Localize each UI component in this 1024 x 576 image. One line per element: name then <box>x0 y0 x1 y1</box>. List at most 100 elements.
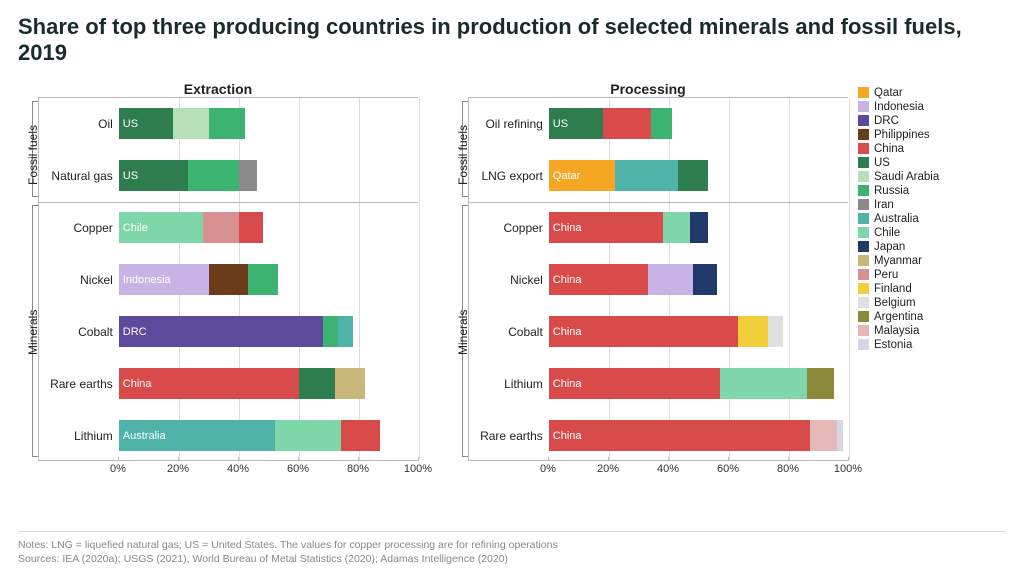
legend-swatch <box>858 101 869 112</box>
legend-label: DRC <box>874 115 899 127</box>
legend-label: US <box>874 157 890 169</box>
legend-item: Finland <box>858 283 968 295</box>
legend-swatch <box>858 213 869 224</box>
segment-label: Australia <box>123 430 166 442</box>
row-label: Cobalt <box>39 325 119 339</box>
legend-label: Argentina <box>874 311 923 323</box>
legend-swatch <box>858 87 869 98</box>
chart-row: CopperChile <box>39 202 418 254</box>
bar-segment <box>248 264 278 295</box>
legend-swatch <box>858 171 869 182</box>
x-tick-label: 20% <box>597 463 619 475</box>
legend-swatch <box>858 143 869 154</box>
legend-item: US <box>858 157 968 169</box>
chart-row: Natural gasUS <box>39 150 418 202</box>
row-label: Nickel <box>39 273 119 287</box>
bar-segment <box>323 316 338 347</box>
row-label: Rare earths <box>39 377 119 391</box>
row-label: Lithium <box>39 429 119 443</box>
x-tick-mark <box>418 457 419 461</box>
segment-label: US <box>553 118 568 130</box>
chart-row: Rare earths China <box>39 358 418 410</box>
panel-processing: ProcessingFossil fuelsMineralsOil refini… <box>448 81 848 479</box>
x-tick-label: 60% <box>717 463 739 475</box>
legend-item: Japan <box>858 241 968 253</box>
legend-item: Argentina <box>858 311 968 323</box>
footer-notes: Notes: LNG = liquefied natural gas; US =… <box>18 531 1006 566</box>
bar-segment <box>768 316 783 347</box>
segment-label: China <box>123 378 152 390</box>
legend-label: Myanmar <box>874 255 922 267</box>
bar-segment <box>209 108 245 139</box>
segment-label: China <box>553 222 582 234</box>
bar-segment <box>720 368 807 399</box>
row-label: Oil refining <box>469 117 549 131</box>
bar-segment <box>663 212 690 243</box>
legend-item: Malaysia <box>858 325 968 337</box>
bar-segment <box>651 108 672 139</box>
bar-segment <box>341 420 380 451</box>
chart-row: LithiumChina <box>469 358 848 410</box>
bar-track: China <box>549 306 848 358</box>
bar-track: China <box>549 202 848 254</box>
bar-segment: DRC <box>119 316 323 347</box>
bar-segment <box>837 420 843 451</box>
legend-item: Saudi Arabia <box>858 171 968 183</box>
chart-row: OilUS <box>39 98 418 150</box>
bar-track: Indonesia <box>119 254 418 306</box>
bar-segment <box>603 108 651 139</box>
bar-segment: China <box>549 264 648 295</box>
legend-label: Finland <box>874 283 912 295</box>
x-tick-mark <box>848 457 849 461</box>
bar-segment <box>648 264 693 295</box>
legend-label: Chile <box>874 227 900 239</box>
bars-area: OilUSNatural gasUSCopperChileNickelIndon… <box>38 97 418 461</box>
bar-segment <box>738 316 768 347</box>
x-tick-mark <box>358 457 359 461</box>
bar-segment: China <box>549 212 663 243</box>
bar-segment: Indonesia <box>119 264 209 295</box>
bar-segment <box>239 212 263 243</box>
page: { "title": "Share of top three producing… <box>0 0 1024 576</box>
bar-segment <box>239 160 257 191</box>
bar-segment <box>188 160 239 191</box>
row-label: Copper <box>469 221 549 235</box>
legend-swatch <box>858 241 869 252</box>
x-tick-mark <box>238 457 239 461</box>
bar-segment <box>275 420 341 451</box>
legend-label: Estonia <box>874 339 912 351</box>
x-tick-label: 20% <box>167 463 189 475</box>
x-tick-mark <box>788 457 789 461</box>
bar-segment <box>807 368 834 399</box>
legend-item: Russia <box>858 185 968 197</box>
chart-wrap: Fossil fuelsMineralsOil refiningUSLNG ex… <box>448 97 848 479</box>
x-tick-label: 60% <box>287 463 309 475</box>
chart-row: Rare earthsChina <box>469 410 848 462</box>
legend-label: Peru <box>874 269 898 281</box>
legend-swatch <box>858 283 869 294</box>
bar-segment: China <box>549 316 738 347</box>
row-label: Oil <box>39 117 119 131</box>
bar-track: China <box>549 410 848 462</box>
rows-container: OilUSNatural gasUSCopperChileNickelIndon… <box>38 97 418 479</box>
row-label: Nickel <box>469 273 549 287</box>
segment-label: US <box>123 170 138 182</box>
row-label: Copper <box>39 221 119 235</box>
bar-track: China <box>549 358 848 410</box>
x-tick-label: 100% <box>404 463 432 475</box>
legend-swatch <box>858 311 869 322</box>
bar-track: China <box>549 254 848 306</box>
bar-segment <box>338 316 353 347</box>
legend-item: Estonia <box>858 339 968 351</box>
legend-swatch <box>858 129 869 140</box>
row-label: LNG export <box>469 169 549 183</box>
bar-track: Chile <box>119 202 418 254</box>
bar-segment: US <box>549 108 603 139</box>
legend-swatch <box>858 255 869 266</box>
x-tick-label: 40% <box>227 463 249 475</box>
legend-item: Chile <box>858 227 968 239</box>
legend-swatch <box>858 199 869 210</box>
x-axis: 0%20%40%60%80%100% <box>468 461 848 479</box>
gridline <box>419 98 420 460</box>
bar-track: Australia <box>119 410 418 462</box>
